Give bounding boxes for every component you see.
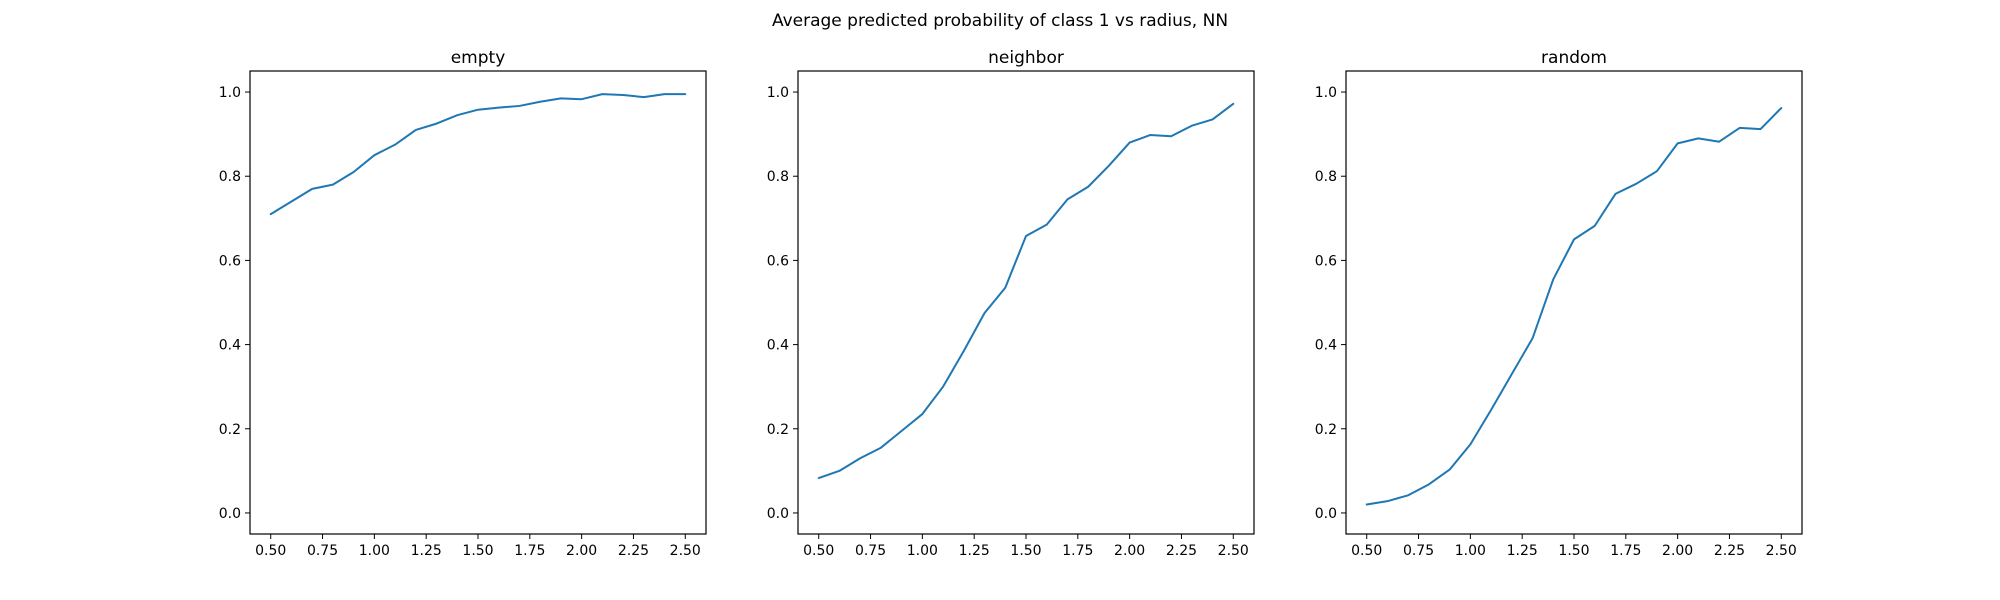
chart-panel-neighbor: neighbor 0.50 0.75 1.00 1.25 1.50 1.75 2.00 2.25…: [767, 48, 1255, 559]
x-tick-label: 0.75: [307, 543, 338, 559]
panel-title: neighbor: [988, 48, 1064, 68]
x-tick-label: 0.75: [1403, 543, 1434, 559]
panel-title: random: [1541, 48, 1607, 68]
axes-frame: [797, 70, 1255, 535]
y-tick-label: 0.0: [767, 506, 789, 522]
x-tick-label: 2.25: [1714, 543, 1745, 559]
x-tick-label: 1.50: [1558, 543, 1589, 559]
y-tick-label: 0.2: [219, 422, 241, 438]
x-tick-label: 1.25: [411, 543, 442, 559]
x-tick-label: 2.25: [1166, 543, 1197, 559]
x-tick-label: 1.75: [1062, 543, 1093, 559]
y-tick-label: 0.6: [1315, 253, 1337, 269]
chart-panel-random: random 0.50 0.75 1.00 1.25 1.50 1.75 2.00 2.25 2.…: [1315, 48, 1803, 559]
y-tick-label: 1.0: [767, 85, 789, 101]
x-tick-label: 2.50: [1218, 543, 1249, 559]
x-tick-label: 1.50: [1010, 543, 1041, 559]
x-tick-label: 0.50: [1351, 543, 1382, 559]
axes-frame: [1345, 70, 1803, 535]
y-tick-label: 0.4: [219, 338, 241, 354]
series-line: [269, 93, 687, 216]
x-tick-label: 0.75: [855, 543, 886, 559]
figure-suptitle: Average predicted probability of class 1…: [772, 11, 1228, 31]
x-tick-label: 1.50: [462, 543, 493, 559]
y-tick-label: 1.0: [219, 85, 241, 101]
y-tick-label: 0.8: [767, 169, 789, 185]
x-tick-label: 2.50: [670, 543, 701, 559]
x-tick-label: 1.25: [1507, 543, 1538, 559]
y-tick-label: 0.0: [1315, 506, 1337, 522]
chart-panel-empty: empty 0.50 0.75 1.00 1.25 1.50 1.75 2.00 2.25 2.5…: [219, 48, 707, 559]
x-tick-label: 2.50: [1766, 543, 1797, 559]
y-tick-label: 0.6: [219, 253, 241, 269]
y-tick-label: 0.8: [1315, 169, 1337, 185]
y-tick-label: 0.8: [219, 169, 241, 185]
y-tick-label: 1.0: [1315, 85, 1337, 101]
y-tick-label: 0.2: [767, 422, 789, 438]
y-tick-label: 0.2: [1315, 422, 1337, 438]
x-tick-label: 1.00: [1455, 543, 1486, 559]
panels: empty 0.50 0.75 1.00 1.25 1.50 1.75 2.00 2.25 2.5…: [219, 48, 1803, 559]
y-tick-label: 0.0: [219, 506, 241, 522]
x-tick-label: 1.75: [1610, 543, 1641, 559]
axes-frame: [249, 70, 707, 535]
y-tick-label: 0.6: [767, 253, 789, 269]
x-tick-label: 2.00: [566, 543, 597, 559]
series-line: [1365, 107, 1783, 506]
y-tick-label: 0.4: [1315, 338, 1337, 354]
x-tick-label: 1.00: [907, 543, 938, 559]
x-tick-label: 2.25: [618, 543, 649, 559]
x-tick-label: 1.25: [959, 543, 990, 559]
x-tick-label: 2.00: [1662, 543, 1693, 559]
x-tick-label: 0.50: [255, 543, 286, 559]
y-tick-label: 0.4: [767, 338, 789, 354]
x-tick-label: 1.75: [514, 543, 545, 559]
series-line: [817, 102, 1235, 480]
panel-title: empty: [451, 48, 506, 68]
x-tick-label: 2.00: [1114, 543, 1145, 559]
x-tick-label: 0.50: [803, 543, 834, 559]
x-tick-label: 1.00: [359, 543, 390, 559]
